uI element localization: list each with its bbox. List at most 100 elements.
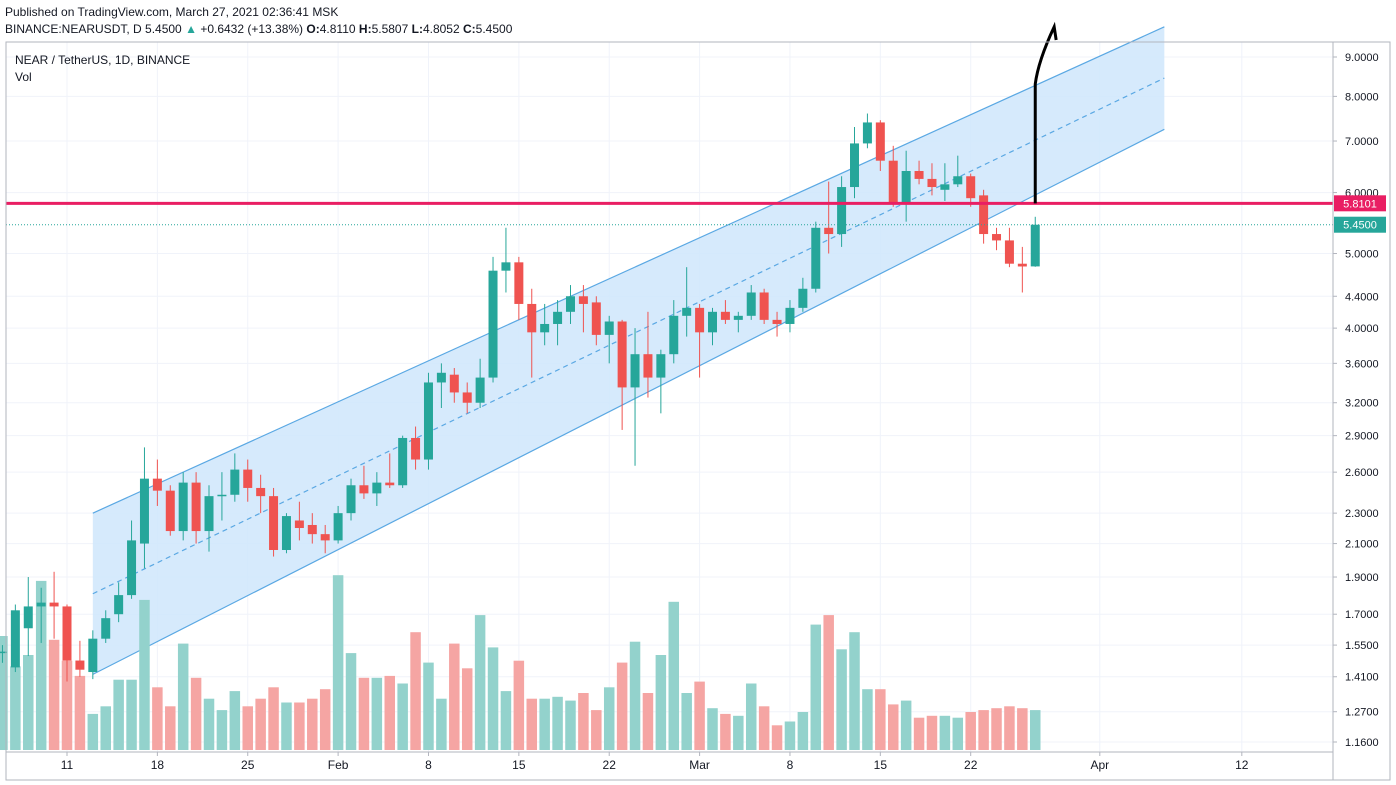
candle-body bbox=[62, 606, 72, 661]
candle-body bbox=[346, 485, 356, 514]
volume-bar bbox=[733, 715, 744, 750]
candle-body bbox=[953, 176, 963, 185]
candle-body bbox=[1030, 224, 1040, 267]
volume-bar bbox=[177, 643, 189, 750]
volume-bar bbox=[1030, 710, 1041, 750]
date-tick-label: 8 bbox=[425, 758, 432, 772]
volume-bar bbox=[384, 675, 395, 750]
candle-body bbox=[617, 321, 627, 388]
volume-bar bbox=[255, 698, 266, 750]
volume-bar bbox=[48, 639, 60, 750]
volume-bar bbox=[603, 687, 615, 750]
candle-body bbox=[10, 610, 20, 668]
candle-body bbox=[695, 307, 705, 333]
candle-body bbox=[294, 520, 304, 529]
price-tick-label: 8.0000 bbox=[1345, 91, 1379, 103]
price-tick-label: 2.3000 bbox=[1345, 508, 1379, 520]
price-tick-label: 9.0000 bbox=[1345, 52, 1379, 64]
volume-bar bbox=[397, 683, 408, 750]
volume-bar bbox=[410, 632, 421, 750]
volume-bar bbox=[887, 704, 899, 750]
date-tick-label: 18 bbox=[151, 758, 165, 772]
candle-body bbox=[36, 602, 46, 607]
low-value: 4.8052 bbox=[422, 22, 460, 36]
date-tick-label: 25 bbox=[241, 758, 255, 772]
candle-body bbox=[837, 187, 847, 235]
price-label-bg bbox=[1334, 195, 1386, 212]
date-tick-label: 15 bbox=[512, 758, 526, 772]
volume-bar bbox=[513, 660, 525, 750]
price-tick-label: 4.0000 bbox=[1345, 323, 1379, 335]
candle-body bbox=[824, 227, 834, 235]
candle-body bbox=[514, 262, 524, 304]
candle-body bbox=[139, 478, 149, 544]
candle-body bbox=[940, 184, 950, 190]
candle-body bbox=[527, 303, 537, 333]
price-tick-label: 7.0000 bbox=[1345, 136, 1379, 148]
candle-body bbox=[165, 490, 175, 532]
high-value: 5.5807 bbox=[371, 22, 409, 36]
candle-body bbox=[888, 160, 898, 204]
high-label: H: bbox=[358, 22, 372, 36]
volume-bar bbox=[1017, 708, 1028, 750]
candle-body bbox=[475, 377, 485, 403]
candle-body bbox=[772, 319, 782, 324]
last-price: 5.4500 bbox=[145, 22, 182, 36]
volume-bar bbox=[823, 615, 834, 750]
volume-bar bbox=[1004, 706, 1015, 750]
candle-body bbox=[243, 469, 253, 488]
volume-bar bbox=[35, 580, 47, 750]
candle-body bbox=[992, 234, 1002, 241]
candle-body bbox=[1017, 263, 1027, 267]
volume-bar bbox=[332, 575, 344, 750]
series-legend[interactable]: NEAR / TetherUS, 1D, BINANCE bbox=[15, 53, 191, 67]
price-label: 5.4500 bbox=[1343, 220, 1377, 232]
candle-body bbox=[372, 482, 382, 494]
candle-body bbox=[979, 195, 989, 235]
volume-bar bbox=[784, 721, 796, 750]
candle-body bbox=[114, 595, 124, 615]
volume-bar bbox=[190, 677, 202, 750]
candle-body bbox=[333, 513, 343, 541]
candle-body bbox=[798, 288, 808, 308]
volume-bar bbox=[229, 691, 241, 750]
volume-bar bbox=[694, 681, 705, 750]
candle-body bbox=[785, 307, 795, 324]
volume-bar bbox=[978, 710, 989, 750]
volume-bar bbox=[526, 698, 538, 750]
volume-bar bbox=[242, 706, 253, 750]
volume-bar bbox=[668, 601, 680, 750]
volume-bar bbox=[165, 706, 176, 750]
volume-legend[interactable]: Vol bbox=[15, 70, 32, 84]
candle-body bbox=[411, 437, 421, 460]
candle-body bbox=[914, 170, 924, 179]
candle-body bbox=[501, 262, 511, 271]
volume-bar bbox=[745, 683, 757, 750]
volume-bar bbox=[87, 713, 99, 750]
volume-bars bbox=[0, 575, 1041, 750]
price-tick-label: 2.9000 bbox=[1345, 431, 1379, 443]
volume-bar bbox=[629, 641, 641, 750]
overlay-lines[interactable] bbox=[6, 21, 1333, 226]
price-label: 5.8101 bbox=[1343, 198, 1377, 210]
candle-body bbox=[656, 354, 666, 378]
candle-body bbox=[152, 478, 162, 491]
candle-body bbox=[49, 602, 59, 607]
price-change: +0.6432 (+13.38%) bbox=[200, 22, 304, 36]
candle-body bbox=[127, 540, 137, 596]
candle-body bbox=[23, 606, 33, 629]
volume-bar bbox=[810, 624, 822, 750]
candle-body bbox=[359, 485, 369, 494]
price-tick-label: 1.4100 bbox=[1345, 672, 1379, 684]
volume-bar bbox=[500, 691, 512, 750]
volume-bar bbox=[758, 706, 770, 750]
volume-bar bbox=[591, 710, 602, 750]
price-tick-label: 2.1000 bbox=[1345, 539, 1379, 551]
volume-bar bbox=[100, 706, 111, 750]
candle-body bbox=[488, 270, 498, 378]
projection-path bbox=[1033, 21, 1058, 204]
publish-info: Published on TradingView.com, March 27, … bbox=[5, 5, 339, 19]
close-value: 5.4500 bbox=[475, 22, 513, 36]
volume-bar bbox=[449, 643, 460, 750]
